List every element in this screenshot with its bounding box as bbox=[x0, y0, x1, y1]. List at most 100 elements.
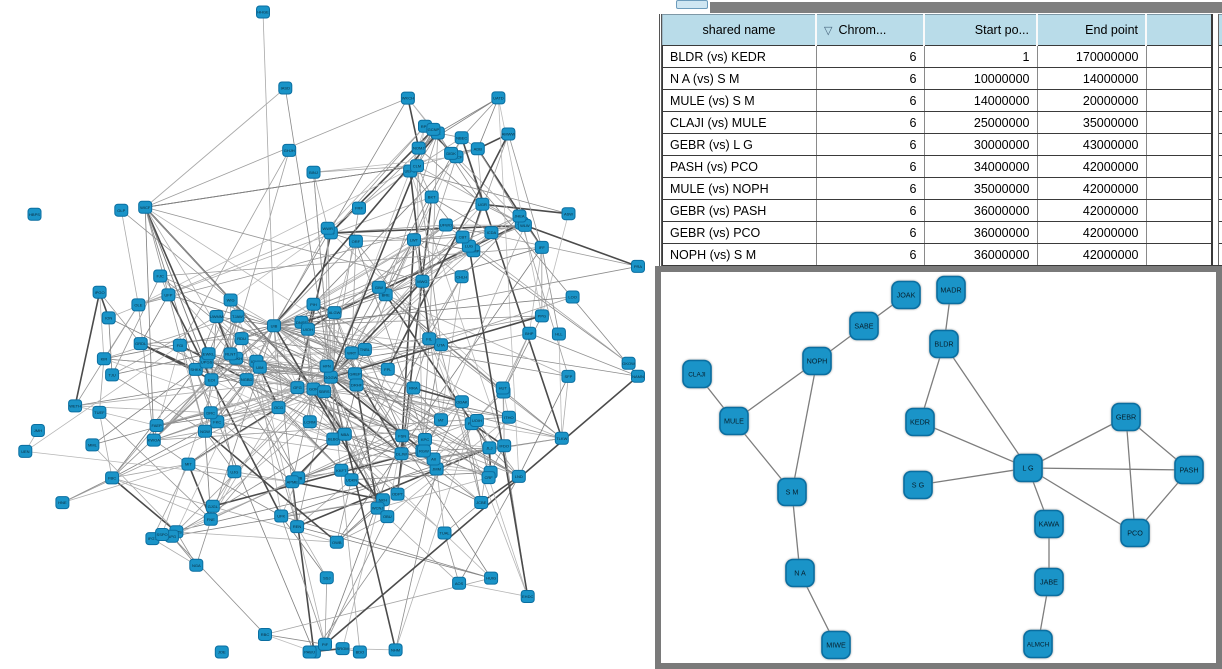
table-cell[interactable]: 36000000 bbox=[923, 243, 1038, 266]
network-node[interactable]: KKFT bbox=[334, 463, 349, 477]
table-cell[interactable]: 6 bbox=[815, 243, 925, 266]
table-cell[interactable]: 36000000 bbox=[923, 199, 1038, 222]
network-node[interactable]: NBA bbox=[337, 427, 352, 441]
network-node[interactable]: ASW bbox=[561, 207, 576, 221]
table-cell[interactable]: 6 bbox=[815, 133, 925, 156]
network-node[interactable]: UIM bbox=[252, 360, 267, 374]
network-node[interactable]: UWMM bbox=[209, 310, 224, 323]
network-node[interactable]: APME bbox=[285, 475, 300, 489]
network-node[interactable]: OWB bbox=[329, 535, 344, 549]
network-node[interactable]: ADB bbox=[470, 142, 485, 156]
table-cell[interactable]: 192.0 bbox=[1145, 45, 1222, 68]
network-node[interactable]: ITHO bbox=[501, 410, 516, 424]
network-node-almch[interactable]: ALMCH bbox=[1023, 629, 1053, 659]
network-node[interactable]: PAWJ bbox=[302, 645, 317, 659]
table-cell[interactable]: BLDR (vs) KEDR bbox=[662, 45, 817, 68]
network-node[interactable]: ION bbox=[101, 311, 116, 325]
table-cell[interactable]: 6 bbox=[815, 67, 925, 90]
network-node[interactable]: UIB bbox=[267, 319, 281, 333]
network-node[interactable]: OCG bbox=[271, 401, 286, 415]
network-node[interactable]: ODAK bbox=[454, 395, 469, 409]
network-node[interactable]: GREP bbox=[348, 367, 362, 381]
network-node[interactable]: TJAW bbox=[230, 309, 245, 323]
table-row[interactable]: MULE (vs) S M614000000200000007.5 bbox=[662, 89, 1222, 112]
network-node[interactable]: RBC bbox=[258, 628, 272, 641]
network-node[interactable]: GKOW bbox=[621, 356, 636, 370]
table-cell[interactable]: 9.9 bbox=[1145, 243, 1222, 266]
network-node[interactable]: NGBD bbox=[239, 373, 254, 387]
network-node[interactable]: GFG bbox=[290, 381, 305, 395]
network-node[interactable]: HFN bbox=[319, 359, 334, 373]
table-cell[interactable]: 1 bbox=[923, 45, 1038, 68]
network-node[interactable]: ORF bbox=[348, 234, 363, 248]
network-node-joak[interactable]: JOAK bbox=[891, 280, 921, 310]
network-node[interactable]: GGGW bbox=[323, 370, 338, 384]
network-node-sm[interactable]: S M bbox=[777, 477, 807, 507]
network-node-na[interactable]: N A bbox=[785, 558, 815, 588]
filter-icon[interactable]: ▽ bbox=[824, 25, 833, 37]
network-node[interactable]: ALGW bbox=[327, 306, 342, 320]
subnetwork-canvas[interactable]: JOAK SABE NOPH CLAJI MULE S M N A MIWE MADR BLDR K… bbox=[661, 272, 1216, 663]
network-node[interactable]: TJU bbox=[105, 368, 120, 382]
network-node[interactable]: AOS bbox=[452, 576, 467, 590]
table-top-scrollbar[interactable] bbox=[710, 2, 1222, 13]
network-node-bldr[interactable]: BLDR bbox=[929, 329, 959, 359]
table-cell[interactable]: 14000000 bbox=[1036, 67, 1147, 90]
network-node[interactable]: WWR bbox=[320, 221, 335, 235]
network-node[interactable]: LWT bbox=[407, 233, 421, 247]
network-node[interactable]: UFK bbox=[274, 509, 289, 523]
network-node[interactable]: LCRM bbox=[302, 415, 317, 429]
table-cell[interactable]: 170000000 bbox=[1036, 45, 1147, 68]
network-node[interactable]: HBPS bbox=[27, 207, 42, 221]
network-node[interactable]: NOMJ bbox=[411, 141, 426, 155]
table-row[interactable]: NOPH (vs) S M636000000420000009.9 bbox=[662, 243, 1222, 266]
network-node[interactable]: CBT bbox=[455, 230, 470, 244]
network-node-madr[interactable]: MADR bbox=[936, 275, 966, 305]
network-node[interactable]: OLP bbox=[114, 203, 129, 217]
network-node-mule[interactable]: MULE bbox=[719, 406, 749, 436]
network-node[interactable]: UDKN bbox=[344, 473, 359, 487]
network-node-kedr[interactable]: KEDR bbox=[905, 407, 935, 437]
network-node[interactable]: BINJ bbox=[306, 165, 321, 179]
network-node[interactable]: PPG bbox=[534, 309, 549, 323]
network-node[interactable]: DIDK bbox=[444, 146, 459, 160]
network-node[interactable]: GRDL bbox=[133, 337, 148, 351]
network-node[interactable]: RDU bbox=[234, 332, 249, 346]
network-node[interactable]: TLKW bbox=[554, 431, 569, 445]
network-node[interactable]: EOI bbox=[204, 373, 219, 387]
network-node[interactable]: FJC bbox=[153, 269, 168, 283]
network-node[interactable]: LOO bbox=[565, 290, 580, 304]
table-cell[interactable]: 10000000 bbox=[923, 67, 1038, 90]
network-node[interactable]: EHDC bbox=[520, 590, 535, 603]
network-node-pash[interactable]: PASH bbox=[1174, 455, 1204, 485]
table-cell[interactable]: 42000000 bbox=[1036, 243, 1147, 266]
network-node[interactable]: SBRS bbox=[317, 385, 332, 399]
network-node[interactable]: MML bbox=[85, 438, 100, 452]
network-node-kawa[interactable]: KAWA bbox=[1034, 509, 1064, 539]
table-cell[interactable]: 10.5 bbox=[1145, 177, 1222, 200]
table-cell[interactable]: 8.9 bbox=[1145, 199, 1222, 222]
table-cell[interactable]: MULE (vs) S M bbox=[662, 89, 817, 112]
network-node-pco[interactable]: PCO bbox=[1120, 518, 1150, 548]
network-node[interactable]: MWG bbox=[415, 274, 430, 288]
table-cell[interactable]: 43000000 bbox=[1036, 133, 1147, 156]
network-node[interactable]: CLM bbox=[410, 159, 424, 173]
network-node[interactable]: HNE bbox=[55, 496, 70, 510]
network-node-jabe[interactable]: JABE bbox=[1034, 567, 1064, 597]
network-node[interactable]: RLNT bbox=[223, 347, 238, 361]
network-node[interactable]: JMH bbox=[30, 424, 45, 437]
network-node[interactable]: GIW bbox=[371, 280, 386, 294]
network-node[interactable]: HHGE bbox=[256, 5, 270, 19]
table-cell[interactable]: 42000000 bbox=[1036, 155, 1147, 178]
network-node[interactable]: DRHF bbox=[349, 378, 364, 392]
column-header-shared-name[interactable]: shared name bbox=[662, 14, 817, 46]
network-node[interactable]: WETH bbox=[68, 399, 83, 413]
network-node[interactable]: DRC bbox=[203, 406, 218, 420]
table-cell[interactable]: 42000000 bbox=[1036, 199, 1147, 222]
network-node-miwe[interactable]: MIWE bbox=[821, 630, 851, 660]
network-node[interactable]: NGW bbox=[198, 424, 212, 438]
network-node[interactable]: UJG bbox=[227, 465, 242, 479]
table-cell[interactable]: 5.9 bbox=[1145, 111, 1222, 134]
network-node[interactable]: RGW bbox=[416, 444, 431, 458]
network-node[interactable]: SSJ bbox=[319, 571, 334, 585]
